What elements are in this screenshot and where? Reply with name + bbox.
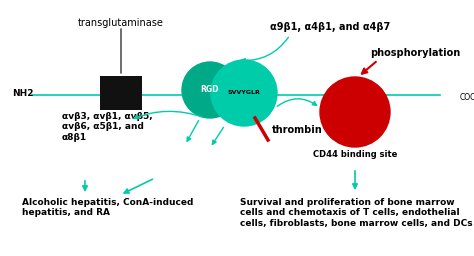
- Circle shape: [211, 60, 277, 126]
- Text: αvβ3, αvβ1, αvβ5,
αvβ6, α5β1, and
α8β1: αvβ3, αvβ1, αvβ5, αvβ6, α5β1, and α8β1: [62, 112, 153, 142]
- Circle shape: [182, 62, 238, 118]
- Text: Survival and proliferation of bone marrow
cells and chemotaxis of T cells, endot: Survival and proliferation of bone marro…: [240, 198, 473, 228]
- Text: Alcoholic hepatitis, ConA-induced
hepatitis, and RA: Alcoholic hepatitis, ConA-induced hepati…: [22, 198, 193, 217]
- Text: COOH: COOH: [460, 92, 474, 101]
- Text: thrombin: thrombin: [272, 125, 323, 135]
- Circle shape: [320, 77, 390, 147]
- Text: phosphorylation: phosphorylation: [370, 48, 460, 58]
- Text: RGD: RGD: [201, 86, 219, 94]
- FancyBboxPatch shape: [100, 76, 142, 110]
- Text: NH2: NH2: [12, 89, 34, 98]
- Text: CD44 binding site: CD44 binding site: [313, 150, 397, 159]
- Text: α9β1, α4β1, and α4β7: α9β1, α4β1, and α4β7: [270, 22, 390, 32]
- Text: transglutaminase: transglutaminase: [78, 18, 164, 28]
- Text: SVVYGLR: SVVYGLR: [228, 91, 260, 95]
